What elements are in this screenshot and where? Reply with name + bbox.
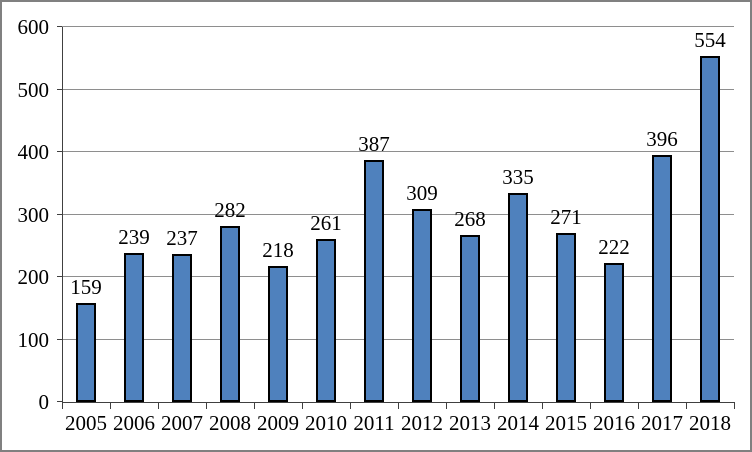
x-tick-3	[206, 403, 207, 409]
bar-2010	[316, 238, 336, 402]
x-tick-11	[590, 403, 591, 409]
y-tick-label-400: 400	[17, 140, 50, 164]
gridline-300	[62, 213, 734, 215]
bar-2016	[604, 263, 624, 402]
x-tick-12	[638, 403, 639, 409]
y-tick-600	[57, 26, 62, 27]
y-tick-label-600: 600	[17, 15, 50, 39]
y-tick-label-200: 200	[17, 265, 50, 289]
data-label-2015: 271	[550, 204, 582, 229]
gridline-200	[62, 276, 734, 277]
y-tick-0	[57, 401, 62, 402]
x-tick-label-2011: 2011	[353, 411, 395, 435]
x-tick-label-2015: 2015	[545, 411, 587, 435]
y-tick-400	[57, 151, 62, 152]
y-axis-line	[62, 27, 63, 403]
y-tick-label-100: 100	[17, 327, 50, 352]
data-label-2008: 282	[214, 197, 246, 222]
gridline-100	[62, 338, 734, 340]
data-label-2016: 222	[598, 235, 630, 260]
data-label-2011: 387	[358, 132, 390, 157]
x-tick-label-2005: 2005	[65, 411, 107, 435]
x-tick-label-2012: 2012	[401, 411, 443, 435]
data-label-2018: 554	[694, 27, 726, 52]
bar-2005	[76, 302, 96, 402]
y-tick-500	[57, 88, 62, 90]
x-tick-label-2018: 2018	[689, 411, 731, 435]
data-label-2014: 335	[502, 164, 534, 189]
gridline-400	[62, 151, 734, 152]
x-tick-label-2017: 2017	[641, 411, 683, 435]
x-tick-6	[350, 403, 351, 409]
data-label-2017: 396	[646, 126, 678, 151]
data-label-2012: 309	[406, 180, 438, 205]
y-tick-label-300: 300	[17, 202, 50, 227]
x-tick-5	[302, 403, 303, 409]
y-tick-300	[57, 213, 62, 215]
bar-2007	[172, 253, 192, 402]
data-label-2009: 218	[262, 237, 294, 262]
x-tick-label-2007: 2007	[161, 411, 203, 435]
x-tick-label-2014: 2014	[497, 411, 539, 435]
y-tick-label-0: 0	[38, 390, 50, 414]
x-tick-label-2009: 2009	[257, 411, 299, 435]
bar-2017	[652, 154, 672, 402]
x-tick-13	[686, 403, 687, 409]
x-tick-0	[62, 403, 63, 409]
gridline-600	[62, 26, 734, 27]
bar-2006	[124, 252, 144, 402]
x-tick-8	[446, 403, 447, 409]
bar-2015	[556, 232, 576, 402]
bar-2013	[460, 234, 480, 402]
bar-2009	[268, 265, 288, 402]
x-tick-label-2010: 2010	[305, 411, 347, 435]
data-label-2006: 239	[118, 224, 150, 249]
y-tick-label-500: 500	[17, 77, 50, 102]
gridline-500	[62, 88, 734, 90]
data-label-2013: 268	[454, 206, 486, 231]
y-tick-200	[57, 276, 62, 277]
y-tick-100	[57, 338, 62, 340]
bar-2008	[220, 225, 240, 402]
data-label-2007: 237	[166, 225, 198, 250]
x-tick-label-2013: 2013	[449, 411, 491, 435]
data-label-2005: 159	[70, 274, 102, 299]
x-tick-1	[110, 403, 111, 409]
bar-2012	[412, 208, 432, 402]
x-tick-7	[398, 403, 399, 409]
x-tick-9	[494, 403, 495, 409]
x-tick-10	[542, 403, 543, 409]
bar-2011	[364, 160, 384, 402]
bar-2014	[508, 192, 528, 402]
x-tick-label-2006: 2006	[113, 411, 155, 435]
x-tick-label-2016: 2016	[593, 411, 635, 435]
data-label-2010: 261	[310, 210, 342, 235]
x-axis-line	[62, 402, 735, 403]
x-tick-label-2008: 2008	[209, 411, 251, 435]
x-tick-4	[254, 403, 255, 409]
bar-2018	[700, 55, 720, 402]
x-tick-14	[734, 403, 735, 409]
x-tick-2	[158, 403, 159, 409]
